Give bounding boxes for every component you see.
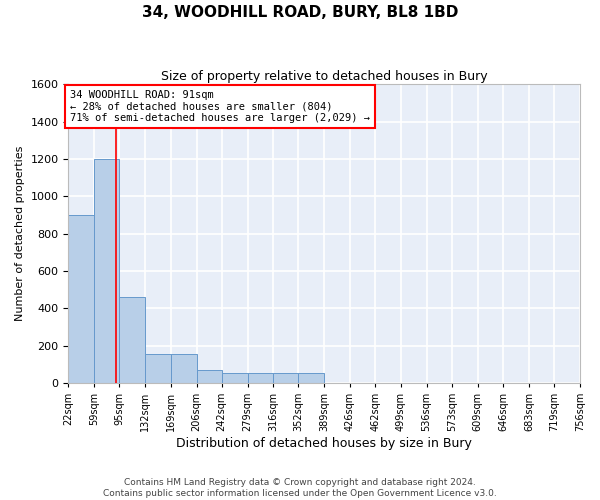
Text: 34, WOODHILL ROAD, BURY, BL8 1BD: 34, WOODHILL ROAD, BURY, BL8 1BD: [142, 5, 458, 20]
Bar: [197, 370, 222, 383]
Bar: [119, 297, 145, 383]
Bar: [274, 373, 298, 383]
Bar: [222, 373, 248, 383]
Text: Contains HM Land Registry data © Crown copyright and database right 2024.
Contai: Contains HM Land Registry data © Crown c…: [103, 478, 497, 498]
Y-axis label: Number of detached properties: Number of detached properties: [15, 146, 25, 322]
X-axis label: Distribution of detached houses by size in Bury: Distribution of detached houses by size …: [176, 437, 472, 450]
Bar: [298, 373, 324, 383]
Bar: [171, 354, 197, 383]
Text: 34 WOODHILL ROAD: 91sqm
← 28% of detached houses are smaller (804)
71% of semi-d: 34 WOODHILL ROAD: 91sqm ← 28% of detache…: [70, 90, 370, 123]
Title: Size of property relative to detached houses in Bury: Size of property relative to detached ho…: [161, 70, 488, 83]
Bar: [94, 159, 119, 383]
Bar: [248, 373, 274, 383]
Bar: [145, 354, 171, 383]
Bar: [68, 215, 94, 383]
